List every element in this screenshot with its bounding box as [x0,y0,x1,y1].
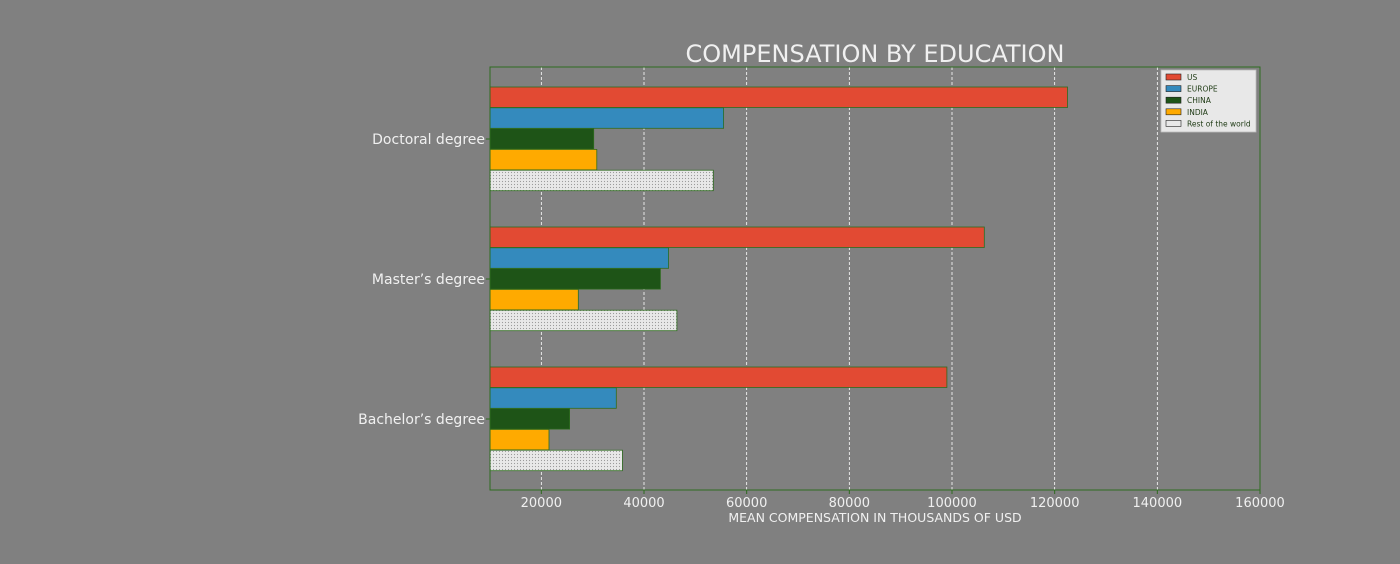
bar-us-2 [489,366,948,388]
x-tick-label: 20000 [521,496,562,511]
bar-india-2 [489,428,550,451]
grid-layer [540,67,1158,490]
x-tick-label: 160000 [1235,496,1285,511]
legend-swatch-rest-of-the-world [1165,120,1182,127]
bar-china-0 [489,128,595,150]
y-tick-label: Doctoral degree [372,132,485,148]
legend-swatch-india [1165,108,1182,116]
legend-swatch-china [1165,96,1182,104]
bar-europe-2 [489,387,617,409]
bar-europe-1 [489,247,670,269]
x-tick-label: 100000 [927,496,977,511]
legend-swatch-europe [1165,85,1182,92]
x-tick-label: 140000 [1133,496,1183,511]
bar-rest-of-the-world-1 [489,309,678,332]
bars-layer [489,86,1068,472]
bar-us-1 [489,226,985,248]
bar-india-0 [489,148,598,171]
bar-us-0 [489,86,1068,108]
axes-layer: 20000 40000 60000 80000 100000 120000 140000 16… [358,66,1285,511]
legend-label: CHINA [1187,96,1212,105]
chart-title: COMPENSATION BY EDUCATION [686,40,1065,68]
bar-europe-0 [489,107,725,129]
bar-china-1 [489,268,661,290]
y-tick-label: Master’s degree [372,272,485,288]
x-tick-label: 80000 [829,496,870,511]
legend: US EUROPE CHINA INDIA Rest of the world [1160,69,1257,133]
bar-india-1 [489,288,579,311]
x-tick-label: 120000 [1030,496,1080,511]
legend-swatch-us [1165,73,1182,81]
bar-rest-of-the-world-2 [489,449,623,472]
x-tick-label: 40000 [623,496,664,511]
y-tick-label: Bachelor’s degree [358,412,485,428]
x-tick-label: 60000 [726,496,767,511]
x-axis-label: MEAN COMPENSATION IN THOUSANDS OF USD [728,510,1021,525]
bar-china-2 [489,408,570,430]
legend-label: EUROPE [1187,85,1218,94]
legend-label: US [1187,73,1197,82]
bar-rest-of-the-world-0 [489,169,714,192]
legend-label: INDIA [1187,108,1209,117]
legend-label: Rest of the world [1187,119,1251,128]
